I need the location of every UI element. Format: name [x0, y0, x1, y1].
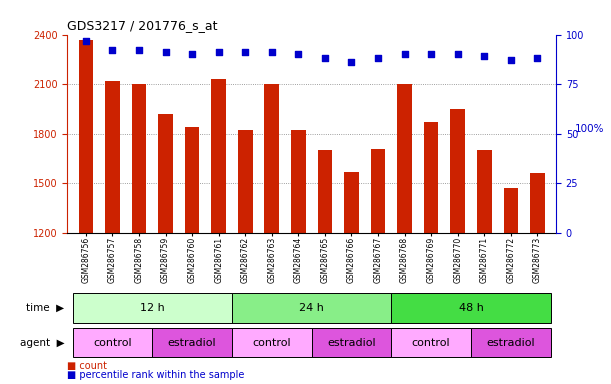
Point	[161, 49, 170, 55]
Text: 24 h: 24 h	[299, 303, 324, 313]
Text: estradiol: estradiol	[327, 338, 376, 348]
Bar	[477, 150, 492, 233]
Text: 12 h: 12 h	[140, 303, 164, 313]
Bar	[424, 122, 439, 233]
Bar	[530, 173, 545, 233]
Bar	[158, 114, 173, 233]
Bar	[105, 81, 120, 233]
Y-axis label: 100%: 100%	[575, 124, 604, 134]
Point	[506, 57, 516, 63]
Point	[320, 55, 330, 61]
Bar	[131, 84, 146, 233]
Bar	[232, 293, 391, 323]
Bar	[73, 328, 152, 358]
Bar	[265, 84, 279, 233]
Bar	[450, 109, 465, 233]
Point	[400, 51, 409, 58]
Text: ■ percentile rank within the sample: ■ percentile rank within the sample	[67, 370, 244, 380]
Point	[187, 51, 197, 58]
Text: ■ count: ■ count	[67, 361, 107, 371]
Bar	[318, 150, 332, 233]
Text: control: control	[93, 338, 132, 348]
Point	[108, 47, 117, 53]
Bar	[211, 79, 226, 233]
Text: estradiol: estradiol	[486, 338, 535, 348]
Point	[293, 51, 303, 58]
Bar	[503, 188, 518, 233]
Text: agent  ▶: agent ▶	[20, 338, 64, 348]
Bar	[397, 84, 412, 233]
Bar	[291, 131, 306, 233]
Bar	[232, 328, 312, 358]
Text: estradiol: estradiol	[168, 338, 216, 348]
Text: control: control	[252, 338, 291, 348]
Bar	[471, 328, 551, 358]
Bar	[185, 127, 199, 233]
Bar	[344, 172, 359, 233]
Point	[81, 37, 90, 43]
Point	[453, 51, 463, 58]
Point	[426, 51, 436, 58]
Point	[214, 49, 224, 55]
Bar	[312, 328, 391, 358]
Bar	[391, 328, 471, 358]
Text: control: control	[412, 338, 450, 348]
Point	[134, 47, 144, 53]
Bar	[78, 40, 93, 233]
Point	[240, 49, 250, 55]
Point	[373, 55, 383, 61]
Point	[480, 53, 489, 60]
Point	[533, 55, 543, 61]
Point	[346, 59, 356, 65]
Text: time  ▶: time ▶	[26, 303, 64, 313]
Bar	[73, 293, 232, 323]
Bar	[152, 328, 232, 358]
Text: GDS3217 / 201776_s_at: GDS3217 / 201776_s_at	[67, 19, 218, 32]
Point	[267, 49, 277, 55]
Bar	[391, 293, 551, 323]
Bar	[371, 149, 386, 233]
Text: 48 h: 48 h	[459, 303, 483, 313]
Bar	[238, 131, 252, 233]
